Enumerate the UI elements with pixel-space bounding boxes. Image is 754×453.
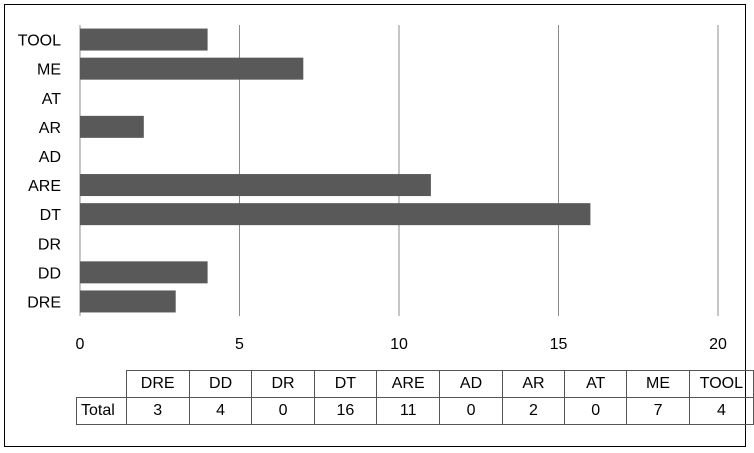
category-label: TOOL [18,33,61,50]
table-value-cell: 11 [376,397,441,425]
bar-ar [80,115,144,138]
table-value-cell: 4 [188,397,253,425]
table-value-cell: 0 [439,397,503,425]
bar-tool [80,28,208,51]
category-label: AT [42,91,61,108]
table-value-cell: 0 [251,397,315,425]
x-tick-label: 5 [235,336,244,353]
category-label: ARE [28,178,61,195]
table-header-cell: TOOL [688,370,754,398]
bar-dt [80,203,591,226]
x-tick-label: 0 [76,336,85,353]
bars [80,28,591,313]
x-tick-label: 20 [709,336,727,353]
table-value-cell: 2 [501,397,566,425]
table-value-cell: 0 [564,397,628,425]
table-header-cell: ARE [376,370,441,398]
table-header-cell: AD [439,370,503,398]
table-header-cell: AT [564,370,628,398]
table-header-cell: DRE [125,370,190,398]
category-label: DR [38,236,61,253]
category-label: DD [38,265,61,282]
chart-frame [4,4,746,447]
table-header-cell: DT [313,370,378,398]
bar-dd [80,261,208,284]
table-header-row: DRE DD DR DT ARE AD AR AT ME TOOL [76,370,754,398]
x-tick-label: 10 [390,336,408,353]
bar-me [80,57,304,80]
table-value-cell: 3 [125,397,190,425]
bar-dre [80,290,176,313]
table-header-cell: DD [188,370,253,398]
category-label: DT [40,207,62,224]
category-label: AR [39,120,61,137]
category-label: DRE [27,294,61,311]
category-label: AD [39,149,61,166]
table-row-label: Total [76,397,127,425]
table-header-cell: DR [251,370,315,398]
table-header-cell: AR [501,370,566,398]
data-table: DRE DD DR DT ARE AD AR AT ME TOOL Total 3 4 0 16 11 0 2… [76,370,754,425]
table-header-cell: ME [626,370,690,398]
bar-are [80,174,431,197]
category-label: ME [37,62,61,79]
table-value-cell: 7 [626,397,690,425]
x-tick-label: 15 [550,336,568,353]
category-labels: DRE DD DR DT ARE AD AR AT ME TOOL [18,33,62,312]
table-corner [76,370,127,398]
table-value-cell: 16 [313,397,378,425]
table-values-row: Total 3 4 0 16 11 0 2 0 7 4 [76,397,754,425]
bar-chart: DRE DD DR DT ARE AD AR AT ME TOOL 0 5 10 15 20 [18,25,727,353]
table-value-cell: 4 [688,397,754,425]
x-tick-labels: 0 5 10 15 20 [76,336,727,353]
